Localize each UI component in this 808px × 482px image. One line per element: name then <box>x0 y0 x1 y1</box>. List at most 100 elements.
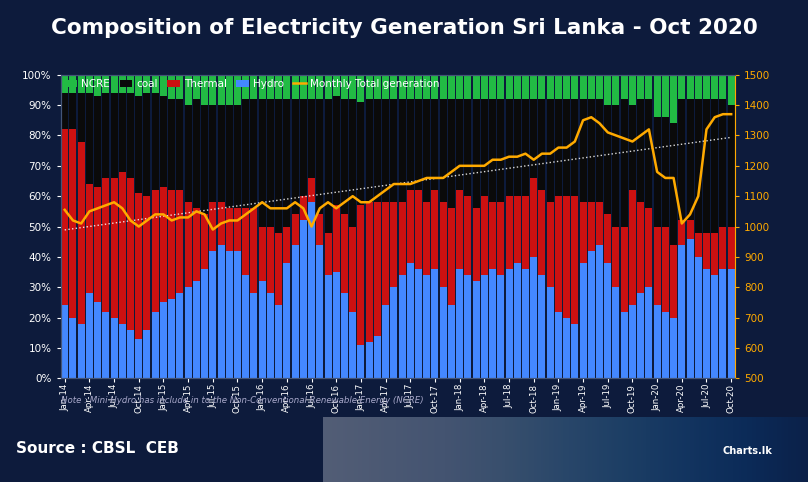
Bar <box>234 105 241 208</box>
Bar <box>144 330 150 378</box>
Bar <box>111 318 118 378</box>
Bar <box>168 190 175 299</box>
Bar <box>555 75 562 99</box>
Bar <box>629 105 636 190</box>
Bar <box>259 99 266 227</box>
Bar <box>193 75 200 99</box>
Bar <box>300 220 307 378</box>
Bar <box>662 227 669 311</box>
Bar <box>678 220 685 245</box>
Bar <box>629 75 636 105</box>
Bar <box>654 75 661 117</box>
Bar <box>687 99 693 220</box>
Bar <box>86 184 93 294</box>
Bar <box>587 99 595 202</box>
Bar <box>168 299 175 378</box>
Bar <box>398 75 406 99</box>
Bar <box>341 294 348 378</box>
Bar <box>579 202 587 263</box>
Bar <box>250 294 258 378</box>
Bar <box>415 99 422 190</box>
Bar <box>719 269 726 378</box>
Bar <box>225 208 233 251</box>
Bar <box>687 75 693 99</box>
Text: Note : Mini Hydro has include in to the Non-Conventional Renewable Energy (NCRE): Note : Mini Hydro has include in to the … <box>61 396 423 404</box>
Bar <box>687 239 693 378</box>
Bar <box>579 75 587 99</box>
Bar <box>276 99 282 233</box>
Bar <box>234 251 241 378</box>
Bar <box>333 96 339 205</box>
Bar <box>144 196 150 330</box>
Bar <box>357 102 364 205</box>
Bar <box>341 99 348 214</box>
Bar <box>119 172 126 324</box>
Bar <box>678 99 685 220</box>
Bar <box>357 75 364 102</box>
Bar <box>719 75 726 99</box>
Bar <box>366 99 372 202</box>
Bar <box>522 75 529 99</box>
Bar <box>144 93 150 196</box>
Bar <box>209 202 217 251</box>
Bar <box>78 142 85 324</box>
Bar <box>506 75 512 99</box>
Bar <box>530 257 537 378</box>
Bar <box>406 99 414 190</box>
Bar <box>563 99 570 196</box>
Bar <box>94 303 101 378</box>
Bar <box>596 245 603 378</box>
Bar <box>333 272 339 378</box>
Bar <box>69 75 77 93</box>
Bar <box>711 233 718 275</box>
Bar <box>292 214 299 245</box>
Bar <box>69 129 77 318</box>
Bar <box>547 202 553 287</box>
Bar <box>440 287 447 378</box>
Bar <box>728 227 734 269</box>
Bar <box>638 75 644 99</box>
Bar <box>563 75 570 99</box>
Bar <box>415 190 422 269</box>
Bar <box>703 269 710 378</box>
Bar <box>217 202 225 245</box>
Bar <box>522 99 529 196</box>
Bar <box>423 99 430 202</box>
Bar <box>719 227 726 269</box>
Bar <box>267 75 274 99</box>
Bar <box>185 202 191 287</box>
Bar <box>217 105 225 202</box>
Bar <box>506 99 512 196</box>
Bar <box>530 178 537 257</box>
Bar <box>176 190 183 294</box>
Bar <box>638 99 644 202</box>
Bar <box>217 75 225 105</box>
Bar <box>193 99 200 208</box>
Bar <box>695 75 702 99</box>
Bar <box>176 75 183 99</box>
Bar <box>152 190 158 311</box>
Bar <box>489 99 496 202</box>
Bar <box>325 75 331 99</box>
Bar <box>201 269 208 378</box>
Bar <box>78 75 85 93</box>
Bar <box>284 227 290 263</box>
Bar <box>448 306 455 378</box>
Bar <box>374 336 381 378</box>
Bar <box>646 287 652 378</box>
Bar <box>316 245 323 378</box>
Bar <box>284 263 290 378</box>
Bar <box>431 99 439 190</box>
Bar <box>571 324 579 378</box>
Bar <box>457 190 463 269</box>
Bar <box>185 105 191 202</box>
Bar <box>341 75 348 99</box>
Bar <box>406 75 414 99</box>
Bar <box>168 99 175 190</box>
Bar <box>423 275 430 378</box>
Bar <box>547 75 553 99</box>
Bar <box>522 269 529 378</box>
Bar <box>111 93 118 178</box>
Legend: NCRE, coal, Thermal, Hydro, Monthly Total generation: NCRE, coal, Thermal, Hydro, Monthly Tota… <box>61 75 444 93</box>
Bar <box>612 227 620 287</box>
